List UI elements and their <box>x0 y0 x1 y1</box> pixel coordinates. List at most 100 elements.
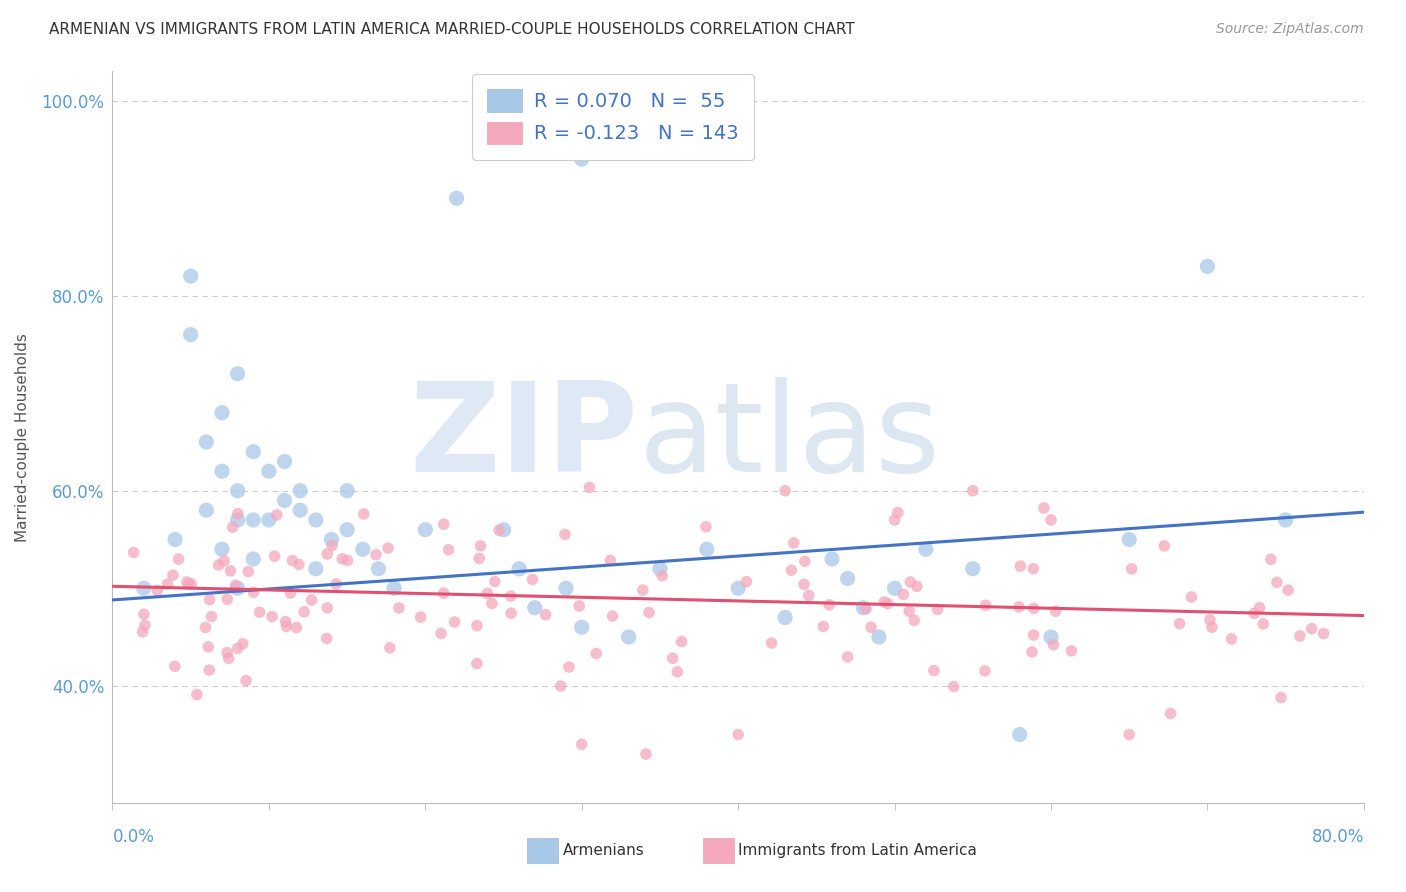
Point <box>1199 613 1222 627</box>
Point <box>773 483 796 498</box>
Point <box>634 747 657 761</box>
Point <box>226 581 249 595</box>
Point <box>226 507 249 521</box>
Point <box>568 599 591 613</box>
Point <box>163 533 186 547</box>
Text: ZIP: ZIP <box>409 376 638 498</box>
Point <box>1274 513 1296 527</box>
Point <box>1039 513 1063 527</box>
Point <box>555 581 578 595</box>
Point <box>273 493 295 508</box>
Point <box>263 549 285 564</box>
Point <box>232 637 254 651</box>
Point <box>488 524 510 538</box>
Point <box>793 554 815 568</box>
Point <box>382 581 405 595</box>
Point <box>437 542 460 557</box>
Text: atlas: atlas <box>638 376 941 498</box>
Point <box>470 539 492 553</box>
Point <box>962 562 984 576</box>
Point <box>571 737 593 751</box>
Point <box>915 542 938 557</box>
Point <box>367 562 389 576</box>
Point <box>180 327 202 342</box>
Point <box>226 367 249 381</box>
Point <box>177 577 200 591</box>
Point <box>285 620 308 634</box>
Point <box>648 562 671 576</box>
Point <box>200 609 222 624</box>
Point <box>352 542 374 557</box>
Point <box>364 548 387 562</box>
Point <box>242 552 264 566</box>
Point <box>276 619 298 633</box>
Point <box>305 513 328 527</box>
Point <box>176 574 198 589</box>
Point <box>550 679 572 693</box>
Point <box>783 536 806 550</box>
Point <box>131 624 153 639</box>
Point <box>973 664 995 678</box>
Point <box>578 481 600 495</box>
Point <box>238 565 260 579</box>
Point <box>631 583 654 598</box>
Point <box>860 620 883 634</box>
Point <box>217 646 239 660</box>
Point <box>793 577 815 591</box>
Point <box>132 607 155 622</box>
Point <box>415 523 437 537</box>
Point <box>242 513 264 527</box>
Point <box>1265 575 1288 590</box>
Point <box>281 553 304 567</box>
Point <box>167 552 190 566</box>
Point <box>905 579 928 593</box>
Point <box>377 541 399 556</box>
Point <box>212 554 235 568</box>
Point <box>321 539 343 553</box>
Point <box>1168 616 1191 631</box>
Point <box>465 618 488 632</box>
Point <box>883 581 905 595</box>
Point <box>249 605 271 619</box>
Point <box>1201 620 1223 634</box>
Point <box>666 665 689 679</box>
Point <box>499 589 522 603</box>
Point <box>780 563 803 577</box>
Point <box>430 626 453 640</box>
Point <box>315 632 337 646</box>
Point <box>638 606 661 620</box>
Point <box>1121 562 1143 576</box>
Point <box>651 569 673 583</box>
Point <box>1021 645 1043 659</box>
Y-axis label: Married-couple Households: Married-couple Households <box>15 333 30 541</box>
Point <box>554 527 576 541</box>
Point <box>409 610 432 624</box>
Point <box>266 508 288 522</box>
Point <box>868 630 890 644</box>
Point <box>156 577 179 591</box>
Point <box>1243 607 1265 621</box>
Point <box>274 615 297 629</box>
Point <box>211 406 233 420</box>
Point <box>1118 533 1140 547</box>
Legend: R = 0.070   N =  55, R = -0.123   N = 143: R = 0.070 N = 55, R = -0.123 N = 143 <box>472 74 754 160</box>
Point <box>1197 260 1219 274</box>
Point <box>873 595 896 609</box>
Point <box>219 564 242 578</box>
Point <box>257 464 280 478</box>
Point <box>962 483 984 498</box>
Point <box>290 483 312 498</box>
Point <box>1010 559 1032 574</box>
Point <box>305 562 328 576</box>
Point <box>522 573 544 587</box>
Point <box>257 513 280 527</box>
Point <box>1022 562 1045 576</box>
Point <box>727 727 749 741</box>
Point <box>132 581 155 595</box>
Point <box>1260 552 1282 566</box>
Point <box>122 545 145 559</box>
Point <box>235 673 257 688</box>
Point <box>484 574 506 589</box>
Point <box>225 578 247 592</box>
Point <box>887 506 910 520</box>
